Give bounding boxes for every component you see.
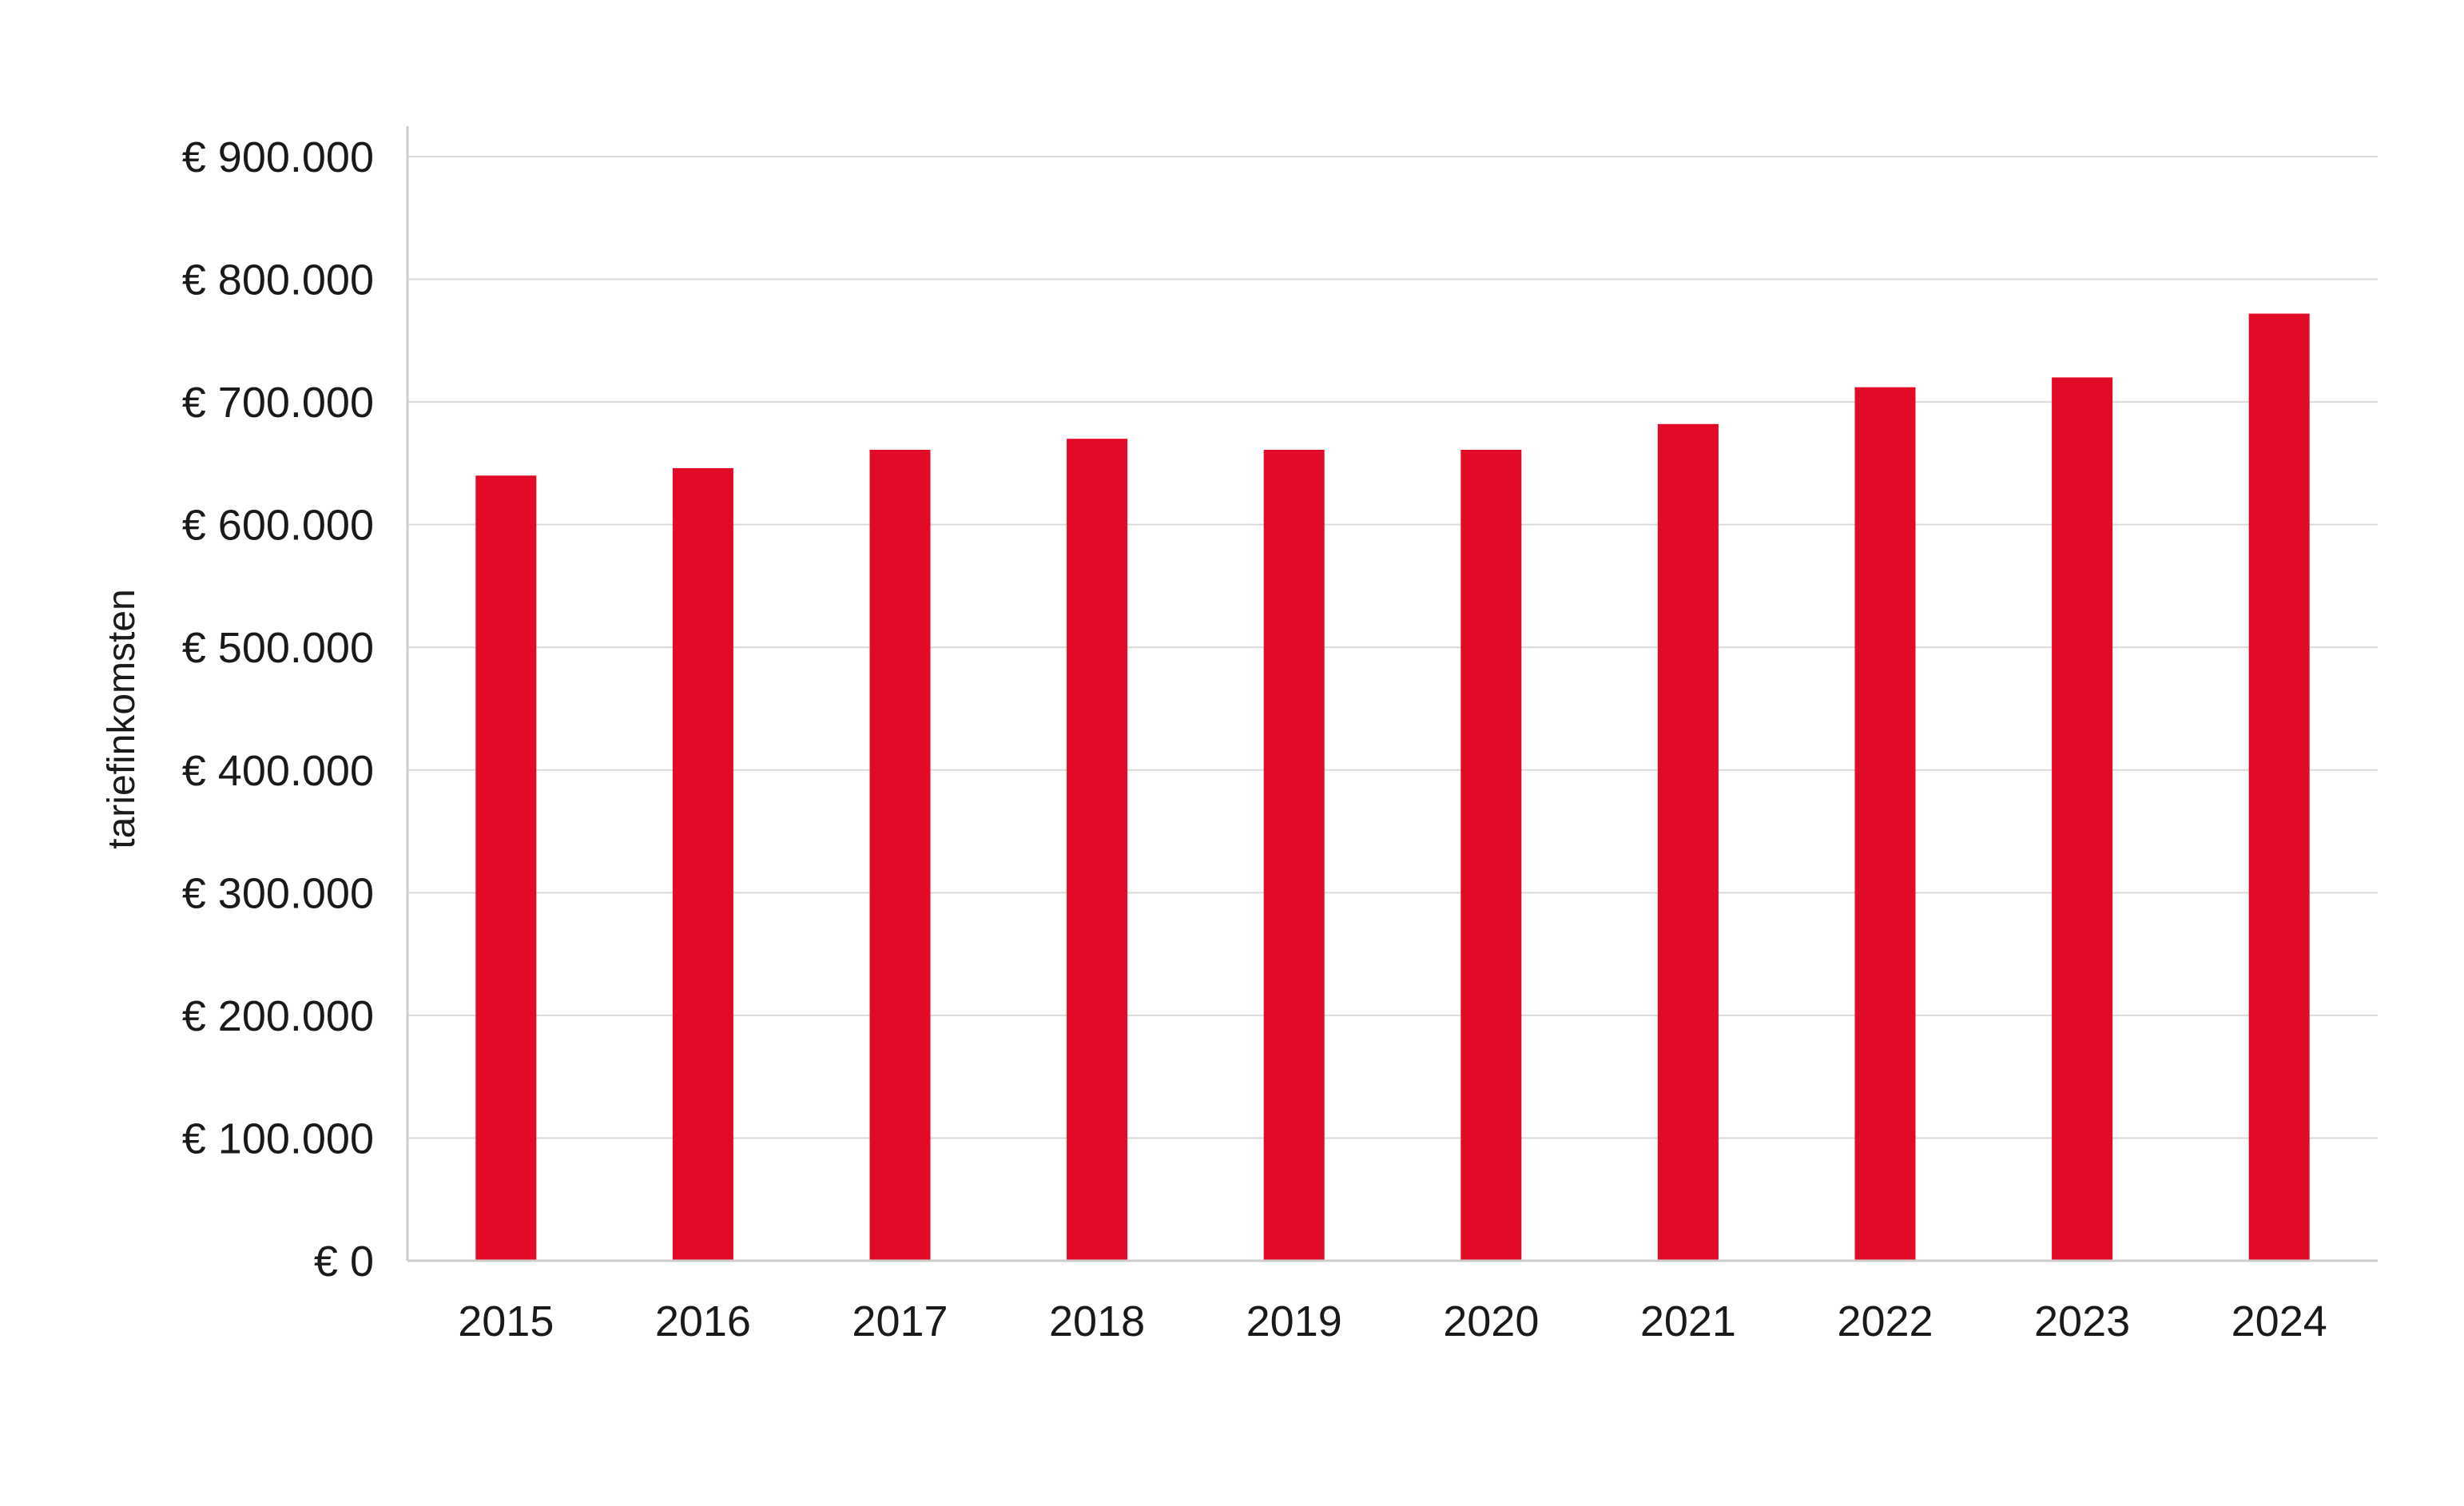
x-tick-labels: 2015 2016 2017 2018 2019 2020 2021 2022 2023 2024 xyxy=(458,1297,2327,1345)
bar-2018 xyxy=(1067,439,1128,1262)
y-tick-label: € 600.000 xyxy=(182,502,374,550)
x-tick-label: 2015 xyxy=(458,1297,554,1345)
bar-2017 xyxy=(869,449,931,1261)
bars xyxy=(475,313,2310,1262)
y-axis-title: tariefinkomsten xyxy=(101,589,143,848)
x-tick-label: 2021 xyxy=(1640,1297,1736,1345)
bar-2020 xyxy=(1461,449,1522,1261)
x-tick-label: 2016 xyxy=(655,1297,751,1345)
bar-2019 xyxy=(1263,449,1325,1261)
y-tick-label: € 0 xyxy=(314,1238,374,1285)
bar-2015 xyxy=(475,475,537,1261)
x-tick-label: 2022 xyxy=(1837,1297,1933,1345)
bar-2023 xyxy=(2052,377,2113,1261)
x-tick-label: 2023 xyxy=(2034,1297,2130,1345)
y-tick-label: € 300.000 xyxy=(182,869,374,917)
y-tick-label: € 100.000 xyxy=(182,1115,374,1162)
y-tick-label: € 700.000 xyxy=(182,379,374,427)
x-tick-label: 2017 xyxy=(852,1297,948,1345)
y-tick-label: € 800.000 xyxy=(182,256,374,304)
y-tick-label: € 500.000 xyxy=(182,624,374,672)
x-tick-label: 2019 xyxy=(1246,1297,1342,1345)
gridlines xyxy=(407,156,2378,1139)
y-tick-label: € 900.000 xyxy=(182,133,374,181)
bar-2022 xyxy=(1854,387,1916,1261)
axes xyxy=(406,126,2378,1262)
bar-2024 xyxy=(2248,313,2310,1261)
x-tick-label: 2020 xyxy=(1443,1297,1539,1345)
y-tick-labels: € 0 € 100.000 € 200.000 € 300.000 € 400.000 €… xyxy=(182,133,374,1285)
y-tick-label: € 400.000 xyxy=(182,747,374,795)
y-tick-label: € 200.000 xyxy=(182,992,374,1040)
x-tick-label: 2018 xyxy=(1049,1297,1145,1345)
bar-2021 xyxy=(1657,423,1719,1261)
bar-2016 xyxy=(672,468,733,1261)
x-tick-label: 2024 xyxy=(2232,1297,2327,1345)
